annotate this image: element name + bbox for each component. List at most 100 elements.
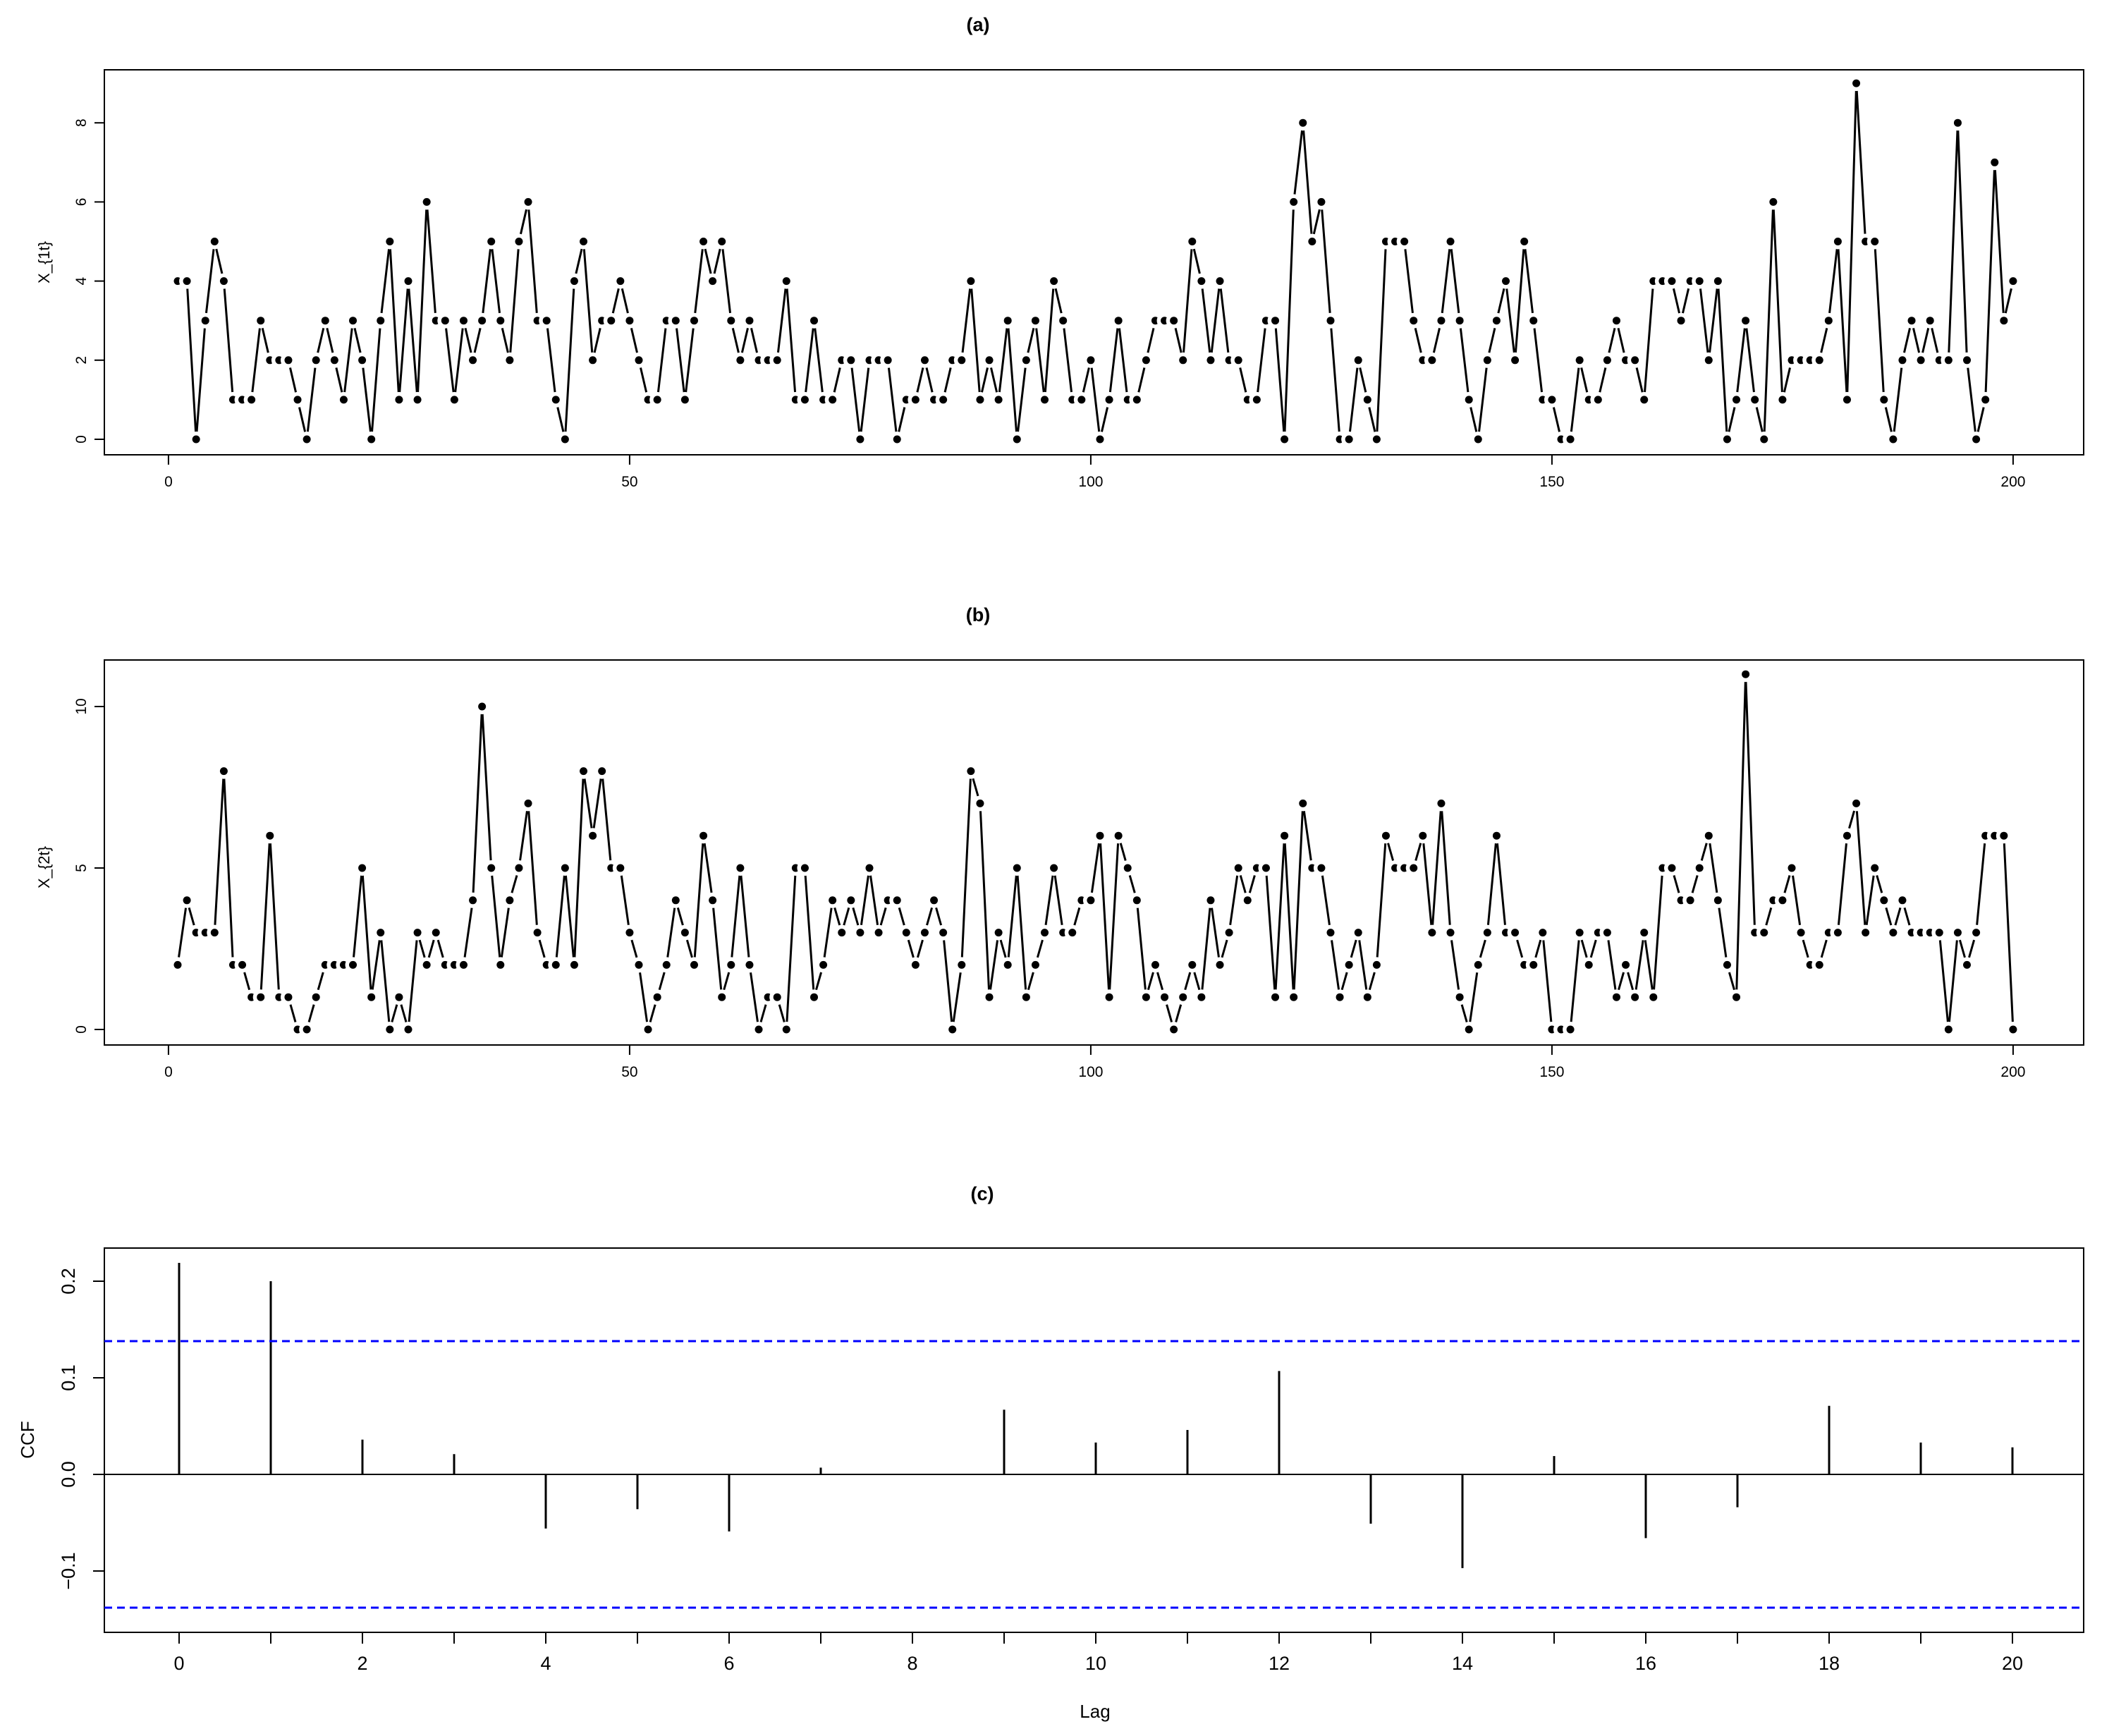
b-x-tick-label: 50	[621, 1064, 637, 1080]
a-data-point	[1677, 317, 1685, 325]
a-data-point	[1603, 356, 1611, 365]
b-data-point	[1575, 929, 1584, 937]
b-data-point	[1326, 929, 1335, 937]
a-y-tick-label: 8	[73, 118, 90, 127]
b-data-point	[1695, 864, 1704, 872]
b-data-point	[874, 929, 883, 937]
a-data-point	[1363, 396, 1371, 404]
a-data-point	[1437, 317, 1446, 325]
a-data-point	[450, 396, 458, 404]
b-data-point	[1290, 993, 1298, 1001]
b-data-point	[1492, 831, 1501, 840]
a-data-point	[1907, 317, 1916, 325]
a-x-tick-label: 50	[621, 474, 637, 490]
a-data-point	[367, 435, 376, 444]
a-data-point	[1833, 238, 1842, 245]
a-data-point	[635, 356, 643, 365]
a-data-point	[1114, 317, 1123, 325]
a-data-point	[1723, 435, 1731, 444]
b-data-point	[810, 993, 819, 1001]
b-data-point	[533, 929, 542, 937]
b-data-point	[1640, 929, 1649, 937]
a-data-point	[1520, 238, 1529, 245]
a-data-point	[653, 396, 661, 404]
b-data-point	[1336, 993, 1344, 1001]
b-data-point	[635, 960, 643, 969]
b-data-point	[671, 896, 680, 905]
panel-c-title: (c)	[971, 1183, 994, 1204]
b-data-point	[1161, 993, 1169, 1001]
b-x-tick-label: 150	[1539, 1064, 1564, 1080]
b-data-point	[1713, 896, 1722, 905]
a-data-point	[349, 317, 358, 325]
b-data-point	[1410, 864, 1418, 872]
b-data-point	[1234, 864, 1242, 872]
a-data-point	[1871, 238, 1879, 245]
a-data-point	[1492, 317, 1501, 325]
a-data-point	[1953, 118, 1962, 127]
panel-b-y-axis-label: X_{2t}	[35, 846, 53, 888]
a-data-point	[782, 277, 790, 286]
b-data-point	[2009, 1025, 2017, 1034]
b-data-point	[920, 929, 929, 937]
b-data-point	[911, 960, 919, 969]
b-data-point	[653, 993, 661, 1001]
b-data-point	[1261, 864, 1270, 872]
b-data-point	[976, 799, 984, 807]
b-data-point	[1649, 993, 1658, 1001]
panel-c-plot-frame	[104, 1247, 2084, 1633]
a-x-tick-label: 200	[2000, 474, 2025, 490]
a-data-point	[1889, 435, 1898, 444]
b-y-tick-label: 0	[73, 1025, 90, 1034]
c-x-tick-label: 0	[173, 1653, 184, 1674]
a-y-tick-label: 4	[73, 276, 90, 285]
a-data-point	[1197, 277, 1206, 286]
a-data-point	[422, 197, 431, 206]
a-data-point	[911, 396, 919, 404]
panel-c-ccf-plot: (c) CCF Lag 0 2 4 6 8 10 12 14 16 18 20 −0.1 0.0 0.1…	[17, 1183, 2084, 1722]
a-data-point	[561, 435, 569, 444]
a-data-point	[1502, 277, 1510, 286]
b-data-point	[404, 1025, 413, 1034]
b-data-point	[395, 993, 403, 1001]
panel-a-title: (a)	[967, 14, 990, 35]
b-data-point	[1622, 960, 1630, 969]
panel-b-time-series: (b) X_{2t} 0 50 100 150 200 0 5 10	[35, 604, 2084, 1080]
b-data-point	[1372, 960, 1381, 969]
b-data-point	[1363, 993, 1371, 1001]
a-data-point	[1917, 356, 1925, 365]
b-data-point	[1529, 960, 1538, 969]
a-data-point	[1041, 396, 1049, 404]
a-data-point	[248, 396, 256, 404]
panel-a-y-axis-label: X_{1t}	[35, 241, 53, 283]
b-data-point	[1944, 1025, 1953, 1034]
c-x-tick-label: 18	[1819, 1653, 1840, 1674]
c-y-tick-label: −0.1	[58, 1552, 79, 1589]
b-data-point	[1797, 929, 1805, 937]
b-x-tick-label: 0	[164, 1064, 173, 1080]
a-data-point	[994, 396, 1003, 404]
b-data-point	[727, 960, 735, 969]
a-data-point	[1778, 396, 1787, 404]
a-data-point	[893, 435, 901, 444]
b-data-point	[1087, 896, 1095, 905]
a-data-point	[1132, 396, 1141, 404]
a-y-tick-label: 0	[73, 435, 90, 444]
a-data-point	[1022, 356, 1030, 365]
b-data-point	[487, 864, 496, 872]
b-data-point	[1179, 993, 1187, 1001]
b-data-point	[1381, 831, 1390, 840]
b-data-point	[469, 896, 477, 905]
b-x-tick-label: 100	[1078, 1064, 1103, 1080]
b-data-point	[1760, 929, 1768, 937]
a-y-tick-label: 2	[73, 356, 90, 365]
b-data-point	[644, 1025, 652, 1034]
b-data-point	[1871, 864, 1879, 872]
a-data-point	[1142, 356, 1150, 365]
b-data-point	[238, 960, 247, 969]
b-data-point	[736, 864, 745, 872]
a-data-point	[1483, 356, 1491, 365]
b-data-point	[1031, 960, 1039, 969]
c-y-tick-label: 0.0	[58, 1461, 79, 1488]
